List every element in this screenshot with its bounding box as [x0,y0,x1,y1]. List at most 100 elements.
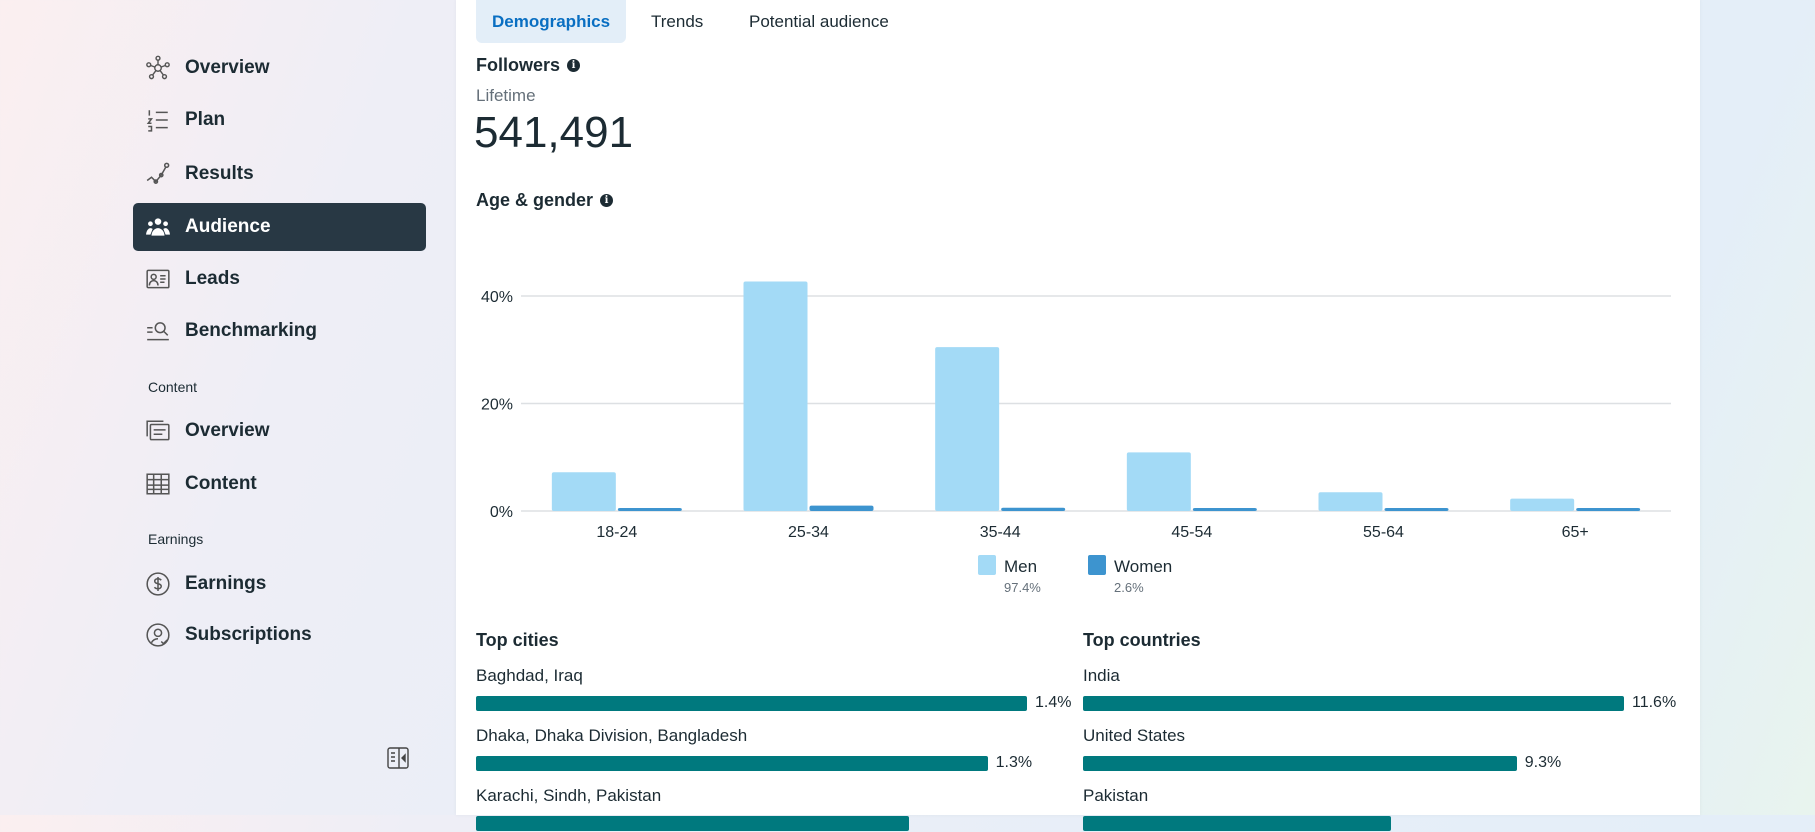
bar-women-18-24 [617,508,682,511]
bar-women-35-44 [1001,507,1066,511]
bar-row: 11.6% [1083,694,1723,712]
bar-men-65+ [1510,498,1575,511]
followers-title: Followers [476,55,561,75]
item-label: United States [1083,726,1186,745]
bar-women-65+ [1576,508,1641,511]
followers-count: 541,491 [474,108,634,157]
bar-men-35-44 [935,347,1000,511]
list-item: Karachi, Sindh, Pakistan [476,786,1116,832]
item-bar [476,755,988,771]
cards-icon [146,420,170,441]
bar-row [476,814,1116,832]
item-bar [1083,695,1624,711]
sidebar-item-earnings[interactable]: Earnings [133,560,426,608]
item-label: Baghdad, Iraq [476,666,583,685]
list-item: Baghdad, Iraq 1.4% [476,666,1116,712]
contact-card-icon [146,269,170,289]
item-value: 11.6% [1632,694,1677,711]
item-bar [1083,815,1391,831]
bar-men-18-24 [551,472,616,511]
item-value: 9.3% [1524,754,1562,771]
x-tick-label: 18-24 [596,524,637,541]
item-label: India [1083,666,1120,685]
info-icon[interactable]: i [567,59,581,72]
age-gender-title: Age & gender [476,190,594,210]
nav-label: Results [185,163,254,184]
legend-label: Men [1004,557,1037,576]
legend-label: Women [1114,557,1172,576]
x-tick-label: 55-64 [1363,524,1404,541]
tab-trends[interactable]: Trends [651,11,704,31]
item-label: Dhaka, Dhaka Division, Bangladesh [476,726,748,745]
y-tick-label: 20% [481,397,513,414]
x-tick-label: 45-54 [1171,524,1212,541]
item-value: 1.4% [1035,694,1072,711]
sidebar-item-results[interactable]: Results [133,150,426,198]
item-bar [1083,755,1517,771]
legend-swatch-women [1088,555,1106,575]
sidebar: Overview Plan Results Audience Leads Ben… [0,0,456,815]
search-list-icon [147,322,169,341]
followers-heading: Followers i [476,55,581,76]
age-gender-heading: Age & gender i [476,190,614,211]
x-tick-label: 35-44 [980,524,1021,541]
user-check-icon [146,623,170,647]
table-icon [146,473,170,495]
bar-women-55-64 [1384,508,1449,511]
network-icon [146,55,170,80]
bar-row: 9.3% [1083,754,1723,772]
top-cities-title: Top cities [476,630,559,650]
x-tick-label: 65+ [1562,524,1589,541]
nav-label: Plan [185,109,226,130]
sidebar-item-leads[interactable]: Leads [133,255,426,303]
nav-label: Leads [185,268,240,289]
dollar-icon [146,572,170,596]
nav-label: Benchmarking [185,320,317,341]
collapse-sidebar-icon[interactable] [386,746,410,770]
bar-row [1083,814,1723,832]
nav-label: Content [185,473,257,494]
bar-women-45-54 [1192,508,1257,511]
nav-label: Overview [185,420,270,441]
list-item: United States 9.3% [1083,726,1723,772]
list-item: Pakistan [1083,786,1723,832]
legend-total: 97.4% [1004,580,1041,595]
y-tick-label: 0% [490,504,513,521]
tab-demographics[interactable]: Demographics [476,0,627,43]
nav-label: Audience [185,216,271,237]
sidebar-item-overview[interactable]: Overview [133,44,426,92]
main-panel: Demographics Trends Potential audience F… [456,0,1700,831]
y-tick-label: 40% [481,289,513,306]
item-bar [476,815,909,831]
info-icon[interactable]: i [600,194,614,207]
item-value: 1.3% [995,754,1033,771]
item-label: Karachi, Sindh, Pakistan [476,786,662,805]
bar-men-25-34 [743,281,808,511]
numbered-list-icon [146,110,168,132]
sidebar-item-benchmarking[interactable]: Benchmarking [133,307,426,355]
x-tick-label: 25-34 [788,524,829,541]
section-label-content: Content [148,379,198,395]
item-label: Pakistan [1083,786,1149,805]
tab-potential-audience[interactable]: Potential audience [749,11,889,31]
sidebar-item-audience[interactable]: Audience [133,203,426,251]
item-bar [476,695,1027,711]
list-item: India 11.6% [1083,666,1723,712]
legend-total: 2.6% [1114,580,1144,595]
nav-label: Overview [185,57,270,78]
people-icon [146,218,170,236]
legend-swatch-men [978,555,996,575]
bar-row: 1.4% [476,694,1116,712]
bar-men-45-54 [1126,452,1191,511]
section-label-earnings: Earnings [148,531,204,547]
sidebar-item-plan[interactable]: Plan [133,96,426,144]
bar-women-25-34 [809,505,874,511]
sidebar-item-subscriptions[interactable]: Subscriptions [133,611,426,659]
list-item: Dhaka, Dhaka Division, Bangladesh 1.3% [476,726,1116,772]
sidebar-item-content[interactable]: Content [133,460,426,508]
nav-label: Subscriptions [185,624,312,645]
sidebar-item-content-overview[interactable]: Overview [133,407,426,455]
followers-period: Lifetime [476,86,536,105]
line-chart-icon [146,162,170,184]
bar-row: 1.3% [476,754,1116,772]
